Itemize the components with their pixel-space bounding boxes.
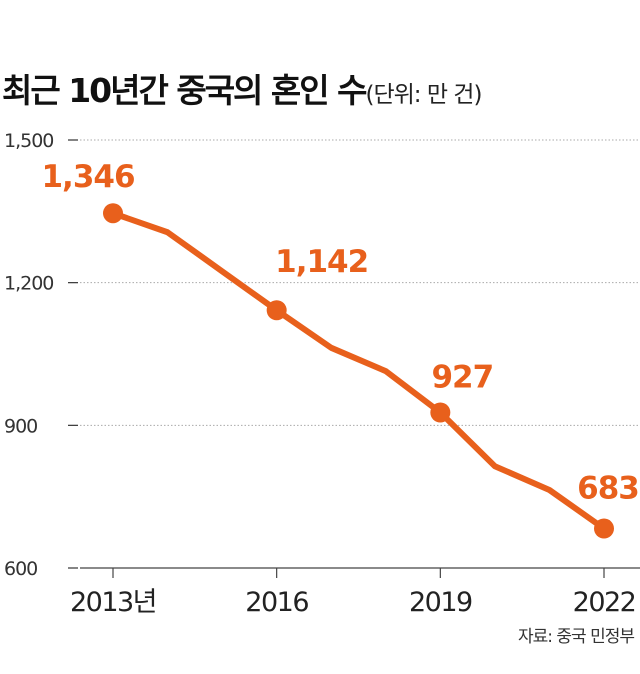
data-point-marker bbox=[430, 402, 451, 423]
title-text: 최근 10년간 중국의 혼인 수 bbox=[2, 71, 367, 110]
series-line bbox=[110, 210, 607, 532]
data-label: 1,142 bbox=[275, 244, 368, 280]
y-tick-label: 600 bbox=[4, 558, 37, 580]
chart-title: 최근 10년간 중국의 혼인 수(단위: 만 건) bbox=[2, 64, 482, 112]
source-note: 자료: 중국 민정부 bbox=[517, 627, 635, 647]
y-tick-label: 1,200 bbox=[4, 273, 53, 295]
data-label: 683 bbox=[577, 471, 639, 507]
data-label: 1,346 bbox=[41, 159, 134, 195]
x-tick-label: 2022 bbox=[573, 587, 636, 618]
data-point-marker bbox=[103, 203, 123, 224]
unit-label: (단위: 만 건) bbox=[365, 82, 482, 108]
data-point-marker bbox=[266, 300, 287, 321]
data-label: 927 bbox=[431, 359, 493, 395]
y-tick-label: 900 bbox=[4, 415, 37, 437]
x-tick-label: 2016 bbox=[245, 587, 308, 618]
y-tick-label: 1,500 bbox=[4, 130, 53, 152]
data-point-marker bbox=[594, 518, 614, 539]
x-tick-label: 2019 bbox=[409, 587, 472, 618]
x-tick-label: 2013년 bbox=[70, 587, 156, 618]
